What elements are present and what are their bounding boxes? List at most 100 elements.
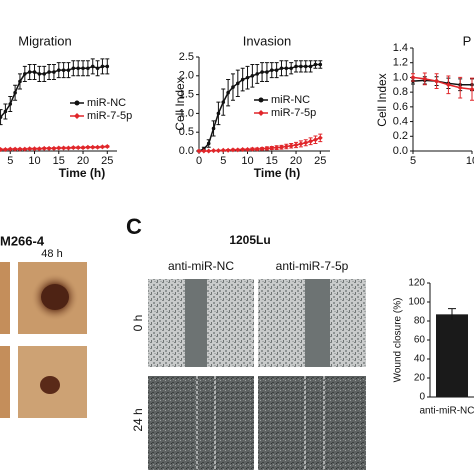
point [255,72,260,76]
point [220,147,226,153]
point [100,64,105,69]
point [289,66,293,71]
point [42,72,47,76]
x-axis-label: Time (h) [59,166,105,180]
point [457,85,463,91]
point [226,90,230,95]
point [105,64,110,69]
point [288,143,294,149]
point [236,81,240,86]
point [211,126,216,131]
image [0,262,10,334]
point [56,145,62,151]
x-tick-label: 20 [290,155,302,167]
point [86,66,90,71]
y-axis-label: Cell Index [375,73,389,126]
legend-marker [258,110,264,116]
point [196,148,202,154]
y-tick-label: 0.4 [393,115,408,127]
point [13,90,17,95]
point [81,66,85,71]
point [0,146,4,152]
point [216,111,221,116]
point [254,146,260,152]
point [61,145,67,151]
point [27,146,33,152]
spheroid [41,284,69,310]
x-tick-label: 5 [220,155,226,167]
point [434,78,440,84]
bar [436,314,468,397]
image [0,346,10,418]
point [206,141,211,146]
point [299,64,303,69]
point [211,148,217,154]
y-tick-label: 1.0 [179,107,194,119]
y-tick-label: 0.6 [393,101,408,113]
point [90,64,95,69]
x-axis-label: Time (h) [254,166,300,180]
spheroid [40,376,60,394]
point [221,100,226,104]
point [445,82,451,88]
point [95,66,100,71]
point [90,144,96,150]
point [99,144,105,150]
legend-marker [74,100,80,106]
point [313,62,318,67]
point [37,72,42,76]
x-tick-label: 5 [410,155,416,167]
point [312,137,318,143]
point [22,146,28,152]
point [27,70,32,74]
point [32,146,38,152]
point [65,145,71,151]
point [303,140,309,146]
point [66,68,71,72]
point [264,145,270,151]
point [274,145,280,151]
point [23,72,27,76]
point [70,145,76,151]
point [56,68,61,72]
point [47,70,51,74]
legend-label: miR-7-5p [271,107,316,119]
image [148,376,254,470]
point [318,62,323,67]
point [201,148,207,154]
legend-label: miR-7-5p [87,110,132,122]
point [235,147,241,153]
point [75,145,81,151]
x-tick-label: 10 [241,155,253,167]
point [80,145,86,151]
point [17,146,23,152]
point [230,147,236,153]
column-label: anti-miR-NC [168,259,234,273]
point [317,135,323,141]
y-tick-label: 1.2 [393,57,408,69]
point [3,109,8,114]
point [2,146,8,152]
point [215,148,221,154]
point [303,64,308,69]
row-label: 24 h [131,408,145,431]
point [231,85,235,89]
wound-gap [185,279,207,367]
y-tick-label: 0.2 [393,130,408,142]
x-tick-label: 20 [77,155,89,167]
point [36,146,42,152]
chart-title: P [463,33,472,48]
point [284,66,289,71]
x-tick-label: 25 [101,155,113,167]
point [283,143,289,149]
point [8,102,13,106]
point [250,74,255,78]
point [12,146,18,152]
y-tick-label: 60 [414,335,426,346]
point [293,142,299,148]
point [308,64,313,69]
image [258,376,366,470]
point [240,146,246,152]
